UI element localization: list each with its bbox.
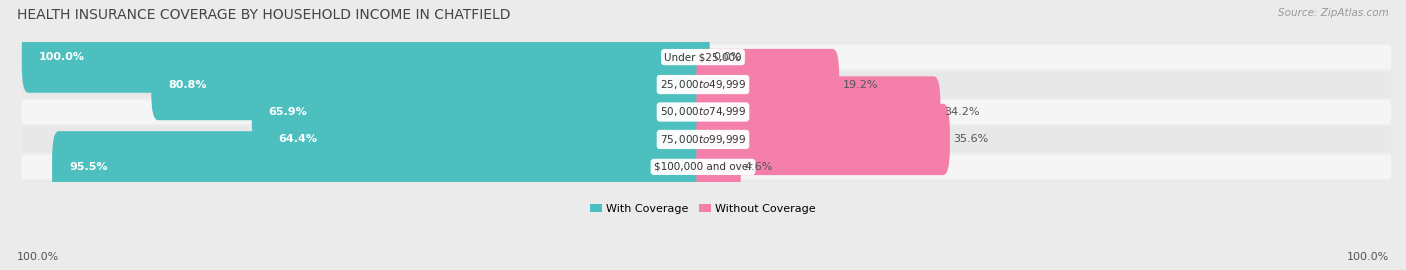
- Text: $50,000 to $74,999: $50,000 to $74,999: [659, 106, 747, 119]
- FancyBboxPatch shape: [21, 72, 1398, 97]
- Text: $25,000 to $49,999: $25,000 to $49,999: [659, 78, 747, 91]
- FancyBboxPatch shape: [696, 76, 941, 148]
- Text: 80.8%: 80.8%: [169, 80, 207, 90]
- Text: 19.2%: 19.2%: [842, 80, 879, 90]
- Text: 64.4%: 64.4%: [278, 134, 318, 144]
- Text: Under $25,000: Under $25,000: [664, 52, 742, 62]
- Text: 0.0%: 0.0%: [713, 52, 741, 62]
- Text: 35.6%: 35.6%: [953, 134, 988, 144]
- Text: 4.6%: 4.6%: [744, 162, 772, 172]
- FancyBboxPatch shape: [21, 45, 1398, 69]
- FancyBboxPatch shape: [21, 100, 1398, 124]
- FancyBboxPatch shape: [21, 127, 1398, 152]
- Text: 95.5%: 95.5%: [69, 162, 107, 172]
- Text: 100.0%: 100.0%: [38, 52, 84, 62]
- FancyBboxPatch shape: [21, 154, 1398, 179]
- FancyBboxPatch shape: [262, 104, 710, 175]
- Text: $100,000 and over: $100,000 and over: [654, 162, 752, 172]
- FancyBboxPatch shape: [696, 49, 839, 120]
- FancyBboxPatch shape: [152, 49, 710, 120]
- FancyBboxPatch shape: [696, 104, 950, 175]
- Text: 100.0%: 100.0%: [17, 252, 59, 262]
- Text: Source: ZipAtlas.com: Source: ZipAtlas.com: [1278, 8, 1389, 18]
- FancyBboxPatch shape: [52, 131, 710, 202]
- FancyBboxPatch shape: [252, 76, 710, 148]
- FancyBboxPatch shape: [21, 21, 710, 93]
- Text: HEALTH INSURANCE COVERAGE BY HOUSEHOLD INCOME IN CHATFIELD: HEALTH INSURANCE COVERAGE BY HOUSEHOLD I…: [17, 8, 510, 22]
- Text: 65.9%: 65.9%: [269, 107, 308, 117]
- Text: 100.0%: 100.0%: [1347, 252, 1389, 262]
- Text: $75,000 to $99,999: $75,000 to $99,999: [659, 133, 747, 146]
- Legend: With Coverage, Without Coverage: With Coverage, Without Coverage: [586, 200, 820, 218]
- FancyBboxPatch shape: [696, 131, 741, 202]
- Text: 34.2%: 34.2%: [943, 107, 980, 117]
